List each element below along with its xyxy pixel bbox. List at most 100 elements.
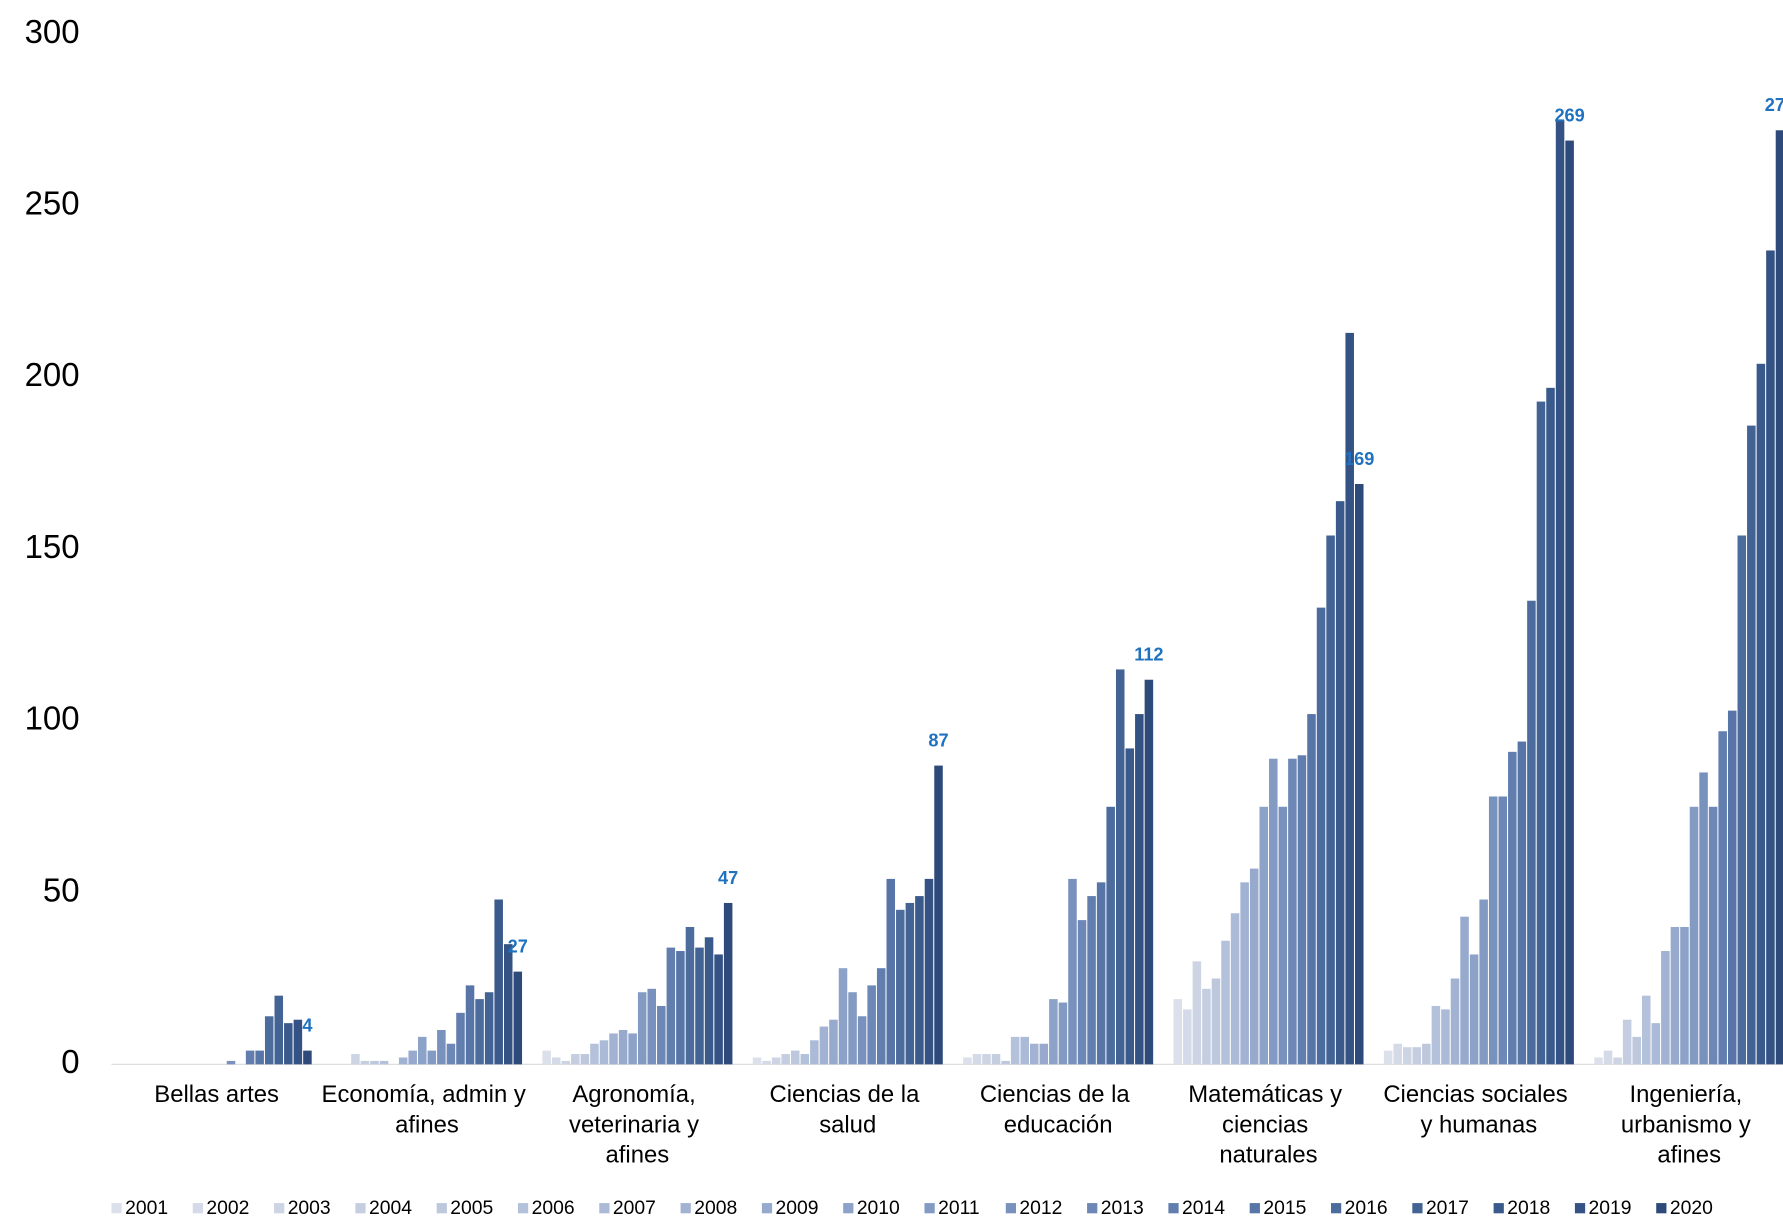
x-tick-label: Matemáticas y ciencias naturales bbox=[1188, 1081, 1348, 1168]
bar bbox=[418, 1036, 427, 1065]
bar bbox=[599, 1040, 609, 1065]
bar bbox=[647, 988, 657, 1065]
bar bbox=[1297, 755, 1307, 1065]
bar bbox=[810, 1040, 819, 1065]
bar bbox=[1469, 954, 1479, 1065]
bar bbox=[293, 1019, 303, 1065]
bar bbox=[1221, 940, 1230, 1065]
bar bbox=[1211, 978, 1221, 1065]
bar bbox=[1058, 1002, 1068, 1065]
x-tick-label: Ciencias de la educación bbox=[980, 1081, 1137, 1138]
legend-swatch bbox=[436, 1203, 447, 1214]
bar bbox=[551, 1057, 561, 1065]
x-tick-label: Ciencias de la salud bbox=[769, 1081, 926, 1138]
bar bbox=[360, 1060, 370, 1065]
legend-swatch bbox=[274, 1203, 285, 1214]
bar bbox=[590, 1043, 599, 1065]
bar bbox=[1335, 501, 1345, 1065]
data-label: 269 bbox=[1554, 106, 1584, 126]
bar bbox=[446, 1043, 456, 1065]
bar bbox=[934, 765, 943, 1065]
legend-swatch bbox=[1168, 1203, 1179, 1214]
y-tick-label: 200 bbox=[25, 356, 80, 393]
legend-label: 2015 bbox=[1263, 1198, 1306, 1219]
bar bbox=[838, 968, 848, 1065]
y-tick-label: 50 bbox=[43, 871, 80, 908]
bar bbox=[1737, 535, 1747, 1065]
bar bbox=[1498, 796, 1508, 1065]
data-label: 169 bbox=[1344, 449, 1374, 469]
bar bbox=[1259, 806, 1268, 1065]
bar bbox=[829, 1019, 838, 1065]
bar bbox=[274, 995, 284, 1065]
bar bbox=[1766, 250, 1775, 1065]
bar bbox=[456, 1012, 465, 1065]
legend-label: 2006 bbox=[532, 1198, 575, 1219]
bar bbox=[226, 1060, 236, 1065]
bar bbox=[637, 992, 647, 1065]
legend-swatch bbox=[192, 1203, 203, 1214]
data-label: 27 bbox=[508, 937, 528, 957]
bar bbox=[1488, 796, 1498, 1065]
bar bbox=[1613, 1057, 1622, 1065]
bar bbox=[963, 1057, 972, 1065]
y-tick-label: 100 bbox=[25, 700, 80, 737]
bar bbox=[427, 1050, 437, 1065]
bar bbox=[1622, 1019, 1632, 1065]
legend-swatch bbox=[843, 1203, 854, 1214]
bar bbox=[676, 951, 685, 1065]
bar bbox=[1508, 751, 1517, 1065]
bar bbox=[867, 985, 876, 1065]
legend-label: 2001 bbox=[125, 1198, 168, 1219]
bar bbox=[1068, 878, 1077, 1065]
bar bbox=[618, 1030, 628, 1065]
x-tick-label: Ingeniería, urbanismo y afines bbox=[1621, 1081, 1758, 1168]
bar bbox=[1536, 401, 1546, 1065]
legend-swatch bbox=[1330, 1203, 1342, 1214]
bar bbox=[1603, 1050, 1613, 1065]
bar bbox=[1144, 679, 1154, 1065]
legend-label: 2016 bbox=[1345, 1198, 1388, 1219]
bar bbox=[1651, 1023, 1661, 1065]
bar bbox=[255, 1050, 264, 1065]
bar bbox=[800, 1054, 810, 1065]
bar bbox=[1183, 1009, 1192, 1065]
bar bbox=[1632, 1036, 1641, 1065]
bar bbox=[886, 878, 896, 1065]
legend-label: 2017 bbox=[1426, 1198, 1469, 1219]
bar bbox=[1555, 119, 1565, 1065]
bar bbox=[1479, 899, 1488, 1065]
bar bbox=[905, 902, 915, 1065]
bar bbox=[542, 1050, 551, 1065]
bar bbox=[896, 909, 905, 1065]
legend-label: 2005 bbox=[450, 1198, 493, 1219]
bar bbox=[1450, 978, 1460, 1065]
bar bbox=[1565, 140, 1574, 1065]
bar bbox=[1412, 1047, 1422, 1065]
legend-label: 2012 bbox=[1019, 1198, 1062, 1219]
bar bbox=[561, 1060, 571, 1065]
bar bbox=[762, 1060, 771, 1065]
bar bbox=[1431, 1005, 1441, 1065]
bar bbox=[819, 1026, 829, 1065]
bar bbox=[1249, 868, 1259, 1065]
bar bbox=[571, 1054, 580, 1065]
bar bbox=[1460, 916, 1469, 1065]
bar bbox=[513, 971, 523, 1065]
legend-swatch bbox=[1656, 1203, 1667, 1214]
bar bbox=[1718, 731, 1727, 1065]
legend-label: 2003 bbox=[288, 1198, 331, 1219]
legend-label: 2020 bbox=[1670, 1198, 1713, 1219]
legend-label: 2007 bbox=[613, 1198, 656, 1219]
bar bbox=[982, 1054, 991, 1065]
legend-swatch bbox=[517, 1203, 529, 1214]
bar bbox=[1727, 710, 1737, 1065]
bar bbox=[475, 999, 484, 1065]
bar bbox=[1594, 1057, 1603, 1065]
data-label: 4 bbox=[302, 1016, 313, 1036]
bar bbox=[303, 1050, 312, 1065]
bar bbox=[1030, 1043, 1039, 1065]
bar bbox=[771, 1057, 781, 1065]
